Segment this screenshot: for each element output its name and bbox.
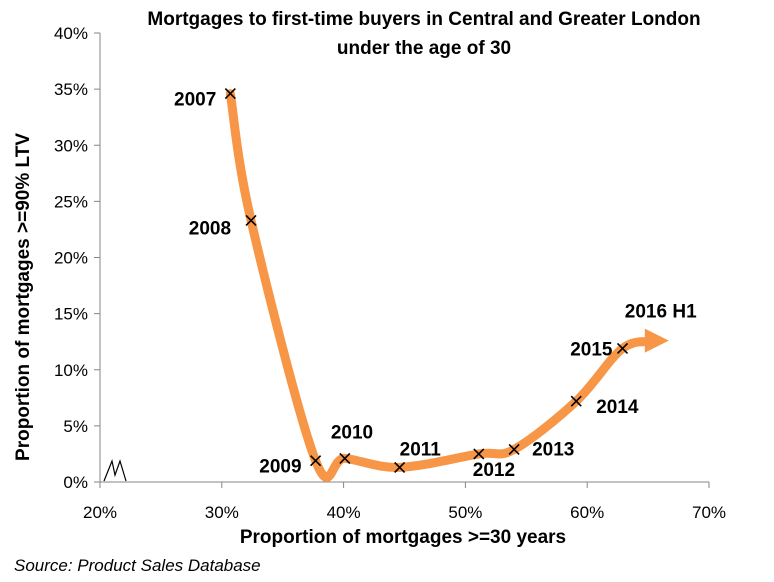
y-tick-label: 20% xyxy=(54,249,88,268)
point-label-2012: 2012 xyxy=(473,460,515,481)
point-marker-2014 xyxy=(570,395,582,407)
point-marker-2011 xyxy=(394,461,406,473)
point-label-2008: 2008 xyxy=(189,218,231,239)
point-label-2010: 2010 xyxy=(331,422,373,443)
point-label-2007: 2007 xyxy=(174,90,216,111)
y-tick-label: 25% xyxy=(54,192,88,211)
point-label-2014: 2014 xyxy=(596,397,639,418)
y-tick-label: 10% xyxy=(54,361,88,380)
x-tick-label: 60% xyxy=(570,503,604,522)
trend-line xyxy=(225,89,660,482)
source-note: Source: Product Sales Database xyxy=(14,556,261,575)
x-tick-label: 70% xyxy=(692,503,726,522)
markers xyxy=(224,88,629,473)
point-label-2009: 2009 xyxy=(259,457,301,478)
y-tick-label: 35% xyxy=(54,80,88,99)
chart-title-line-1: Mortgages to first-time buyers in Centra… xyxy=(147,9,700,30)
point-marker-2013 xyxy=(508,443,520,456)
point-marker-2008 xyxy=(245,214,257,227)
point-label-2013: 2013 xyxy=(532,439,574,460)
point-label-2015: 2015 xyxy=(570,339,613,360)
point-marker-2015 xyxy=(616,342,629,354)
point-marker-2007 xyxy=(224,88,236,100)
y-axis-label: Proportion of mortgages >=90% LTV xyxy=(13,133,34,461)
y-tick-label: 30% xyxy=(54,136,88,155)
point-marker-2009 xyxy=(310,455,322,467)
point-label-2011: 2011 xyxy=(400,439,442,460)
y-tick-label: 40% xyxy=(54,24,88,43)
x-tick-label: 20% xyxy=(83,503,117,522)
point-marker-2012 xyxy=(473,448,485,460)
y-tick-label: 5% xyxy=(63,417,88,436)
x-axis-label: Proportion of mortgages >=30 years xyxy=(240,527,566,548)
x-tick-label: 50% xyxy=(448,503,482,522)
series-line xyxy=(225,89,669,482)
arrow-label: 2016 H1 xyxy=(625,302,697,323)
point-marker-2010 xyxy=(339,452,351,464)
chart-title-line-2: under the age of 30 xyxy=(337,38,511,59)
y-tick-label: 15% xyxy=(54,305,88,324)
arrowhead xyxy=(644,328,669,353)
axis-break-icon xyxy=(103,458,127,482)
axes: 0% 5% 10% 15% 20% 25% 30% 35% 40% 20% 30% 40% 50% 60%… xyxy=(54,24,726,522)
x-tick-label: 30% xyxy=(205,503,239,522)
x-tick-label: 40% xyxy=(327,503,361,522)
y-tick-label: 0% xyxy=(63,473,88,492)
point-labels: 2007 2008 2009 2010 2011 2012 2013 2014 2015 2016… xyxy=(174,90,697,481)
